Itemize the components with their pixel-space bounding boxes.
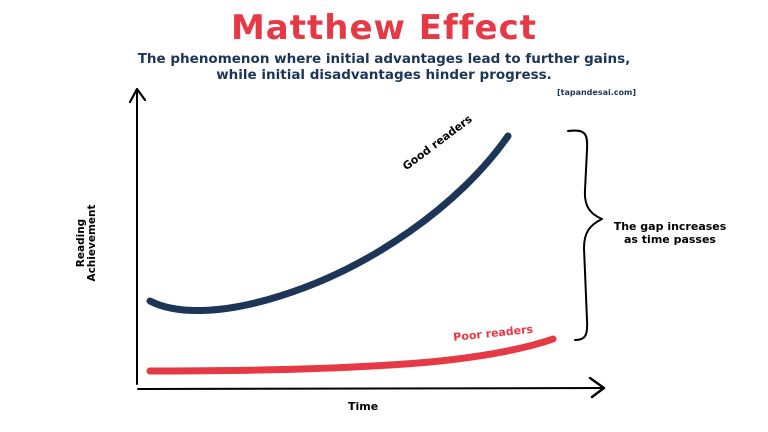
y-axis-arrow-icon bbox=[128, 87, 147, 104]
y-axis-label: Reading Achievement bbox=[75, 204, 98, 282]
source-credit: [tapandesai.com] bbox=[556, 88, 636, 97]
subtitle-line-2: while initial disadvantages hinder progr… bbox=[216, 67, 552, 83]
chart-title: Matthew Effect bbox=[230, 8, 538, 48]
x-axis-label: Time bbox=[348, 400, 379, 413]
x-axis-arrow-icon bbox=[588, 376, 606, 399]
y-axis bbox=[128, 87, 147, 385]
good-readers-line bbox=[146, 132, 512, 314]
poor-readers-line bbox=[146, 335, 557, 375]
gap-annotation-line-1: The gap increases bbox=[613, 220, 727, 233]
x-axis bbox=[137, 376, 606, 399]
chart-subtitle: The phenomenon where initial advantages … bbox=[0, 51, 768, 83]
gap-annotation: The gap increases as time passes bbox=[608, 220, 732, 246]
subtitle-line-1: The phenomenon where initial advantages … bbox=[137, 51, 631, 67]
gap-annotation-line-2: as time passes bbox=[624, 233, 716, 246]
curly-brace-icon bbox=[567, 129, 603, 341]
